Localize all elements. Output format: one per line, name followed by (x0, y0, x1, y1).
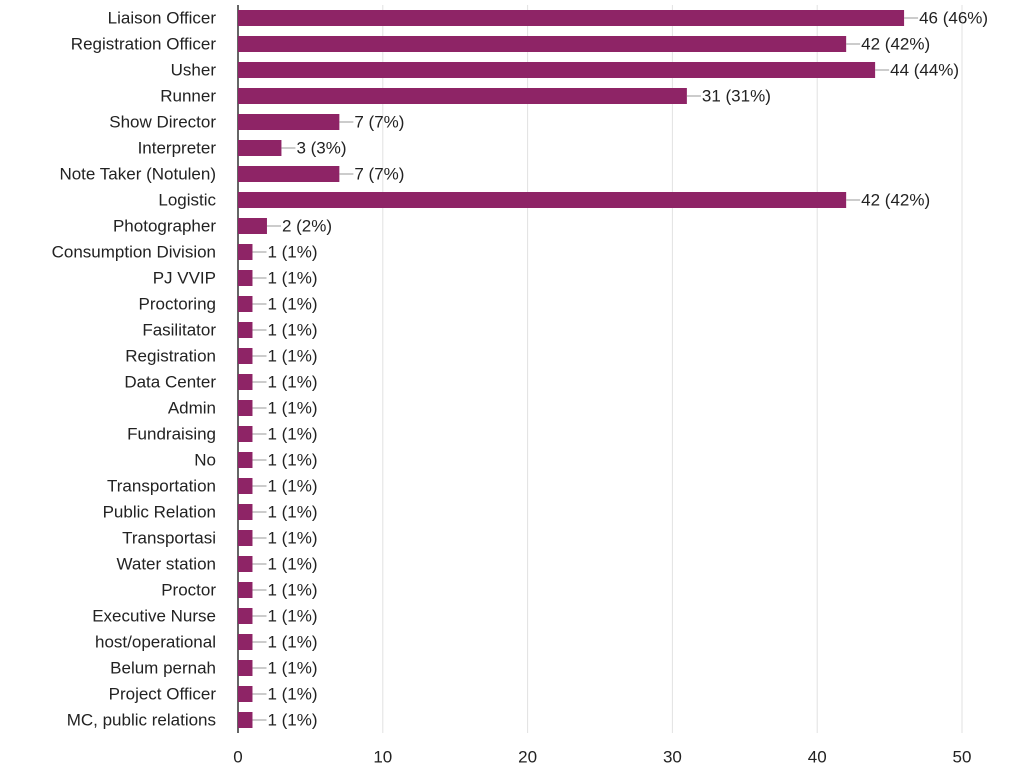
y-tick-label: Transportation (107, 476, 216, 495)
value-label: 1 (1%) (267, 684, 317, 703)
value-label: 1 (1%) (267, 320, 317, 339)
bar (238, 270, 253, 286)
bar (238, 712, 253, 728)
value-label: 1 (1%) (267, 424, 317, 443)
y-tick-label: Photographer (113, 216, 216, 235)
bar (238, 62, 876, 78)
value-label: 1 (1%) (267, 554, 317, 573)
y-tick-label: Show Director (109, 112, 216, 131)
value-label: 2 (2%) (282, 216, 332, 235)
y-tick-label: Belum pernah (110, 658, 216, 677)
bar (238, 478, 253, 494)
y-tick-label: MC, public relations (67, 710, 216, 729)
y-tick-label: Registration Officer (71, 34, 217, 53)
y-tick-label: No (194, 450, 216, 469)
bar (238, 504, 253, 520)
bar (238, 244, 253, 260)
bar (238, 192, 847, 208)
value-label: 42 (42%) (861, 190, 930, 209)
bar (238, 530, 253, 546)
value-label: 1 (1%) (267, 658, 317, 677)
x-tick-label: 0 (233, 747, 242, 766)
y-tick-label: Proctoring (139, 294, 216, 313)
value-label: 31 (31%) (702, 86, 771, 105)
y-tick-label: Fundraising (127, 424, 216, 443)
value-label: 1 (1%) (267, 476, 317, 495)
bar (238, 322, 253, 338)
y-tick-label: Fasilitator (142, 320, 216, 339)
y-tick-label: Transportasi (122, 528, 216, 547)
y-tick-label: PJ VVIP (153, 268, 216, 287)
y-tick-label: Logistic (158, 190, 216, 209)
y-tick-label: Note Taker (Notulen) (59, 164, 216, 183)
value-label: 1 (1%) (267, 372, 317, 391)
x-tick-label: 50 (953, 747, 972, 766)
y-tick-label: Proctor (161, 580, 216, 599)
y-tick-label: Interpreter (138, 138, 217, 157)
x-tick-label: 10 (373, 747, 392, 766)
value-label: 1 (1%) (267, 346, 317, 365)
bar (238, 218, 267, 234)
value-label: 1 (1%) (267, 450, 317, 469)
bar (238, 608, 253, 624)
value-label: 1 (1%) (267, 502, 317, 521)
bar (238, 400, 253, 416)
value-label: 7 (7%) (354, 112, 404, 131)
value-label: 3 (3%) (296, 138, 346, 157)
bar (238, 36, 847, 52)
bar (238, 166, 340, 182)
y-tick-label: host/operational (95, 632, 216, 651)
bar (238, 140, 282, 156)
y-tick-label: Data Center (124, 372, 216, 391)
value-label: 1 (1%) (267, 268, 317, 287)
y-tick-label: Executive Nurse (92, 606, 216, 625)
y-tick-label: Water station (116, 554, 216, 573)
x-tick-label: 30 (663, 747, 682, 766)
bar (238, 582, 253, 598)
y-tick-label: Consumption Division (52, 242, 216, 261)
value-label: 1 (1%) (267, 398, 317, 417)
value-label: 1 (1%) (267, 528, 317, 547)
value-label: 7 (7%) (354, 164, 404, 183)
bar (238, 114, 340, 130)
bar (238, 88, 687, 104)
value-label: 46 (46%) (919, 8, 988, 27)
value-label: 44 (44%) (890, 60, 959, 79)
y-tick-label: Liaison Officer (108, 8, 217, 27)
bar (238, 634, 253, 650)
y-tick-label: Usher (171, 60, 217, 79)
value-label: 1 (1%) (267, 242, 317, 261)
x-tick-label: 40 (808, 747, 827, 766)
bar (238, 374, 253, 390)
bar (238, 686, 253, 702)
bar (238, 452, 253, 468)
bar (238, 426, 253, 442)
value-label: 1 (1%) (267, 710, 317, 729)
value-label: 1 (1%) (267, 632, 317, 651)
bar (238, 556, 253, 572)
bar (238, 296, 253, 312)
value-label: 42 (42%) (861, 34, 930, 53)
y-tick-label: Project Officer (109, 684, 217, 703)
value-label: 1 (1%) (267, 606, 317, 625)
bar (238, 660, 253, 676)
bar (238, 348, 253, 364)
value-label: 1 (1%) (267, 580, 317, 599)
y-tick-label: Admin (168, 398, 216, 417)
bar (238, 10, 905, 26)
y-tick-label: Runner (160, 86, 216, 105)
y-tick-label: Public Relation (103, 502, 216, 521)
value-label: 1 (1%) (267, 294, 317, 313)
x-tick-label: 20 (518, 747, 537, 766)
y-tick-label: Registration (125, 346, 216, 365)
